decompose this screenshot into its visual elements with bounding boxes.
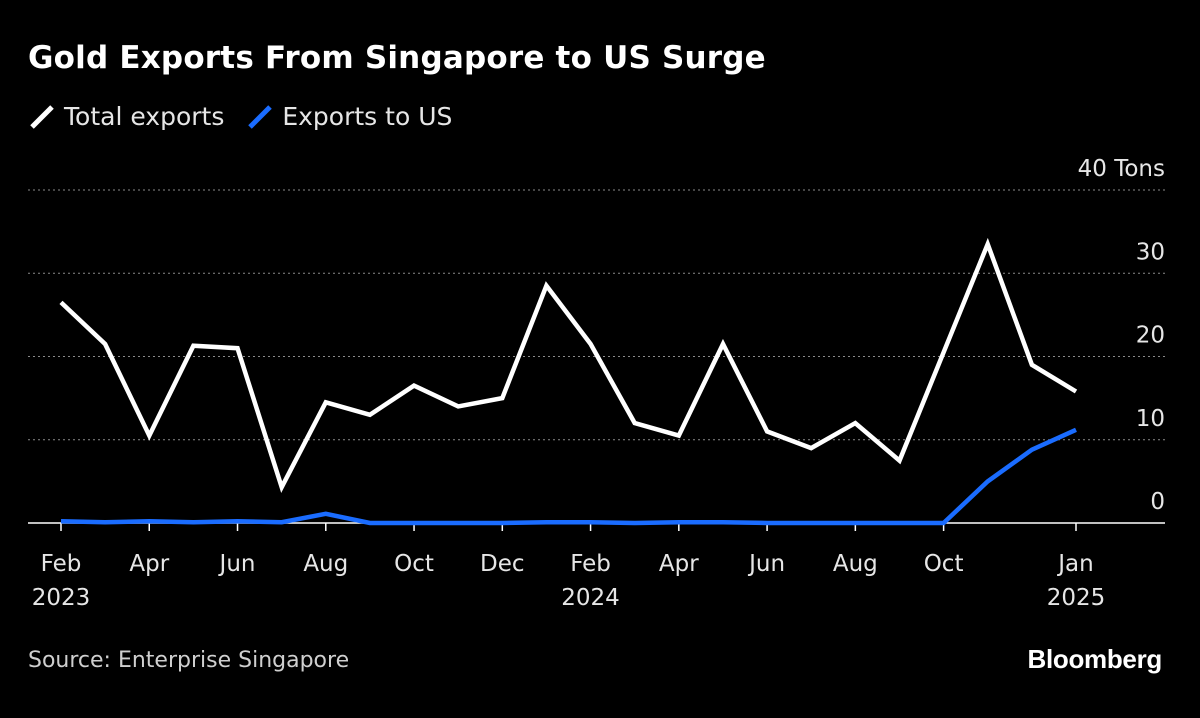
x-tick-label-2024-10: Oct — [924, 551, 964, 577]
x-tick-label-2025-01: Jan — [1056, 551, 1093, 577]
x-tick-label-2023-04: Apr — [129, 551, 169, 577]
x-tick-year-2024-02: 2024 — [561, 585, 620, 611]
legend: Total exports Exports to US — [28, 102, 474, 131]
x-tick-label-2024-02: Feb — [570, 551, 611, 577]
legend-swatch-total-exports — [28, 103, 56, 131]
chart-title: Gold Exports From Singapore to US Surge — [28, 40, 766, 76]
series-line-total-exports — [59, 237, 1078, 494]
legend-label-total-exports: Total exports — [64, 102, 225, 131]
x-tick-year-2023-02: 2023 — [32, 585, 91, 611]
bloomberg-logo: Bloomberg — [1027, 644, 1162, 674]
legend-item-exports-to-us: Exports to US — [246, 102, 452, 131]
x-tick-label-2023-08: Aug — [303, 551, 348, 577]
x-tick-year-2025-01: 2025 — [1047, 585, 1106, 611]
y-tick-label-40: 40 Tons — [1078, 156, 1165, 182]
source-note: Source: Enterprise Singapore — [28, 648, 350, 673]
y-tick-label-10: 10 — [1136, 406, 1165, 432]
legend-item-total-exports: Total exports — [28, 102, 224, 131]
x-tick-label-2023-10: Oct — [394, 551, 434, 577]
y-tick-label-30: 30 — [1136, 239, 1165, 265]
x-tick-label-2024-08: Aug — [833, 551, 878, 577]
x-tick-label-2024-06: Jun — [747, 551, 785, 577]
x-tick-label-2023-06: Jun — [218, 551, 256, 577]
x-tick-label-2023-02: Feb — [41, 551, 82, 577]
x-tick-label-2024-04: Apr — [659, 551, 699, 577]
legend-swatch-exports-to-us — [246, 103, 274, 131]
series-line-exports-to-us — [60, 427, 1077, 526]
x-tick-label-2023-12: Dec — [480, 551, 525, 577]
y-tick-label-0: 0 — [1150, 489, 1165, 515]
y-tick-label-20: 20 — [1136, 323, 1165, 349]
legend-label-exports-to-us: Exports to US — [282, 102, 453, 131]
